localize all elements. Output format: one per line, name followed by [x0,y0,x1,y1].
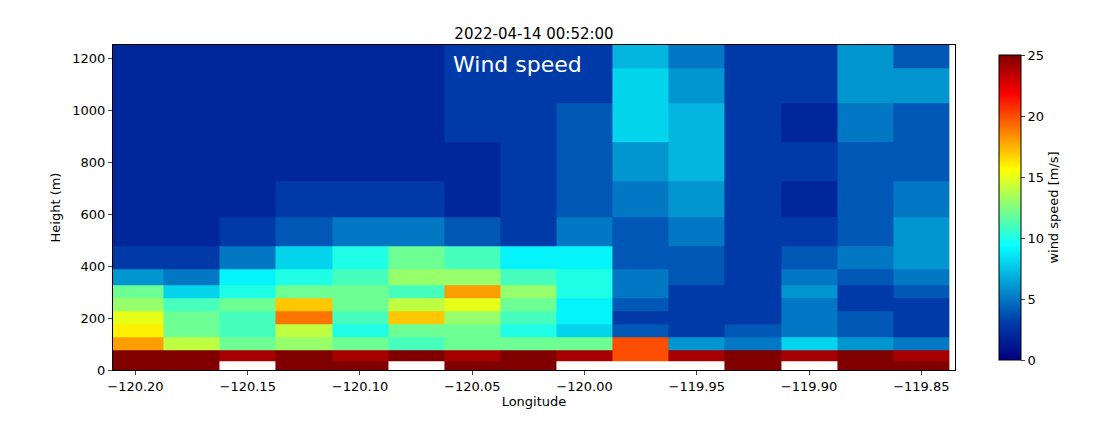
svg-text:−119.85: −119.85 [893,379,949,394]
svg-text:200: 200 [81,311,106,326]
svg-text:5: 5 [1028,292,1036,307]
svg-text:2022-04-14 00:52:00: 2022-04-14 00:52:00 [454,25,613,43]
svg-text:15: 15 [1028,170,1045,185]
svg-text:−120.10: −120.10 [332,379,388,394]
svg-text:0: 0 [1028,353,1036,368]
svg-text:400: 400 [81,259,106,274]
svg-text:20: 20 [1028,109,1045,124]
svg-text:1000: 1000 [72,103,105,118]
svg-text:0: 0 [97,363,105,378]
svg-text:Height (m): Height (m) [48,173,63,243]
svg-text:−120.05: −120.05 [444,379,500,394]
svg-text:−119.95: −119.95 [669,379,725,394]
svg-text:25: 25 [1028,48,1045,63]
svg-text:−120.15: −120.15 [220,379,276,394]
svg-text:−120.00: −120.00 [556,379,612,394]
svg-text:1200: 1200 [72,51,105,66]
svg-text:−120.20: −120.20 [107,379,163,394]
svg-text:Wind speed: Wind speed [453,52,582,77]
svg-text:600: 600 [81,207,106,222]
svg-text:10: 10 [1028,231,1045,246]
svg-text:Longitude: Longitude [502,394,567,409]
svg-text:wind speed [m/s]: wind speed [m/s] [1046,151,1061,263]
svg-text:−119.90: −119.90 [781,379,837,394]
svg-text:800: 800 [81,155,106,170]
